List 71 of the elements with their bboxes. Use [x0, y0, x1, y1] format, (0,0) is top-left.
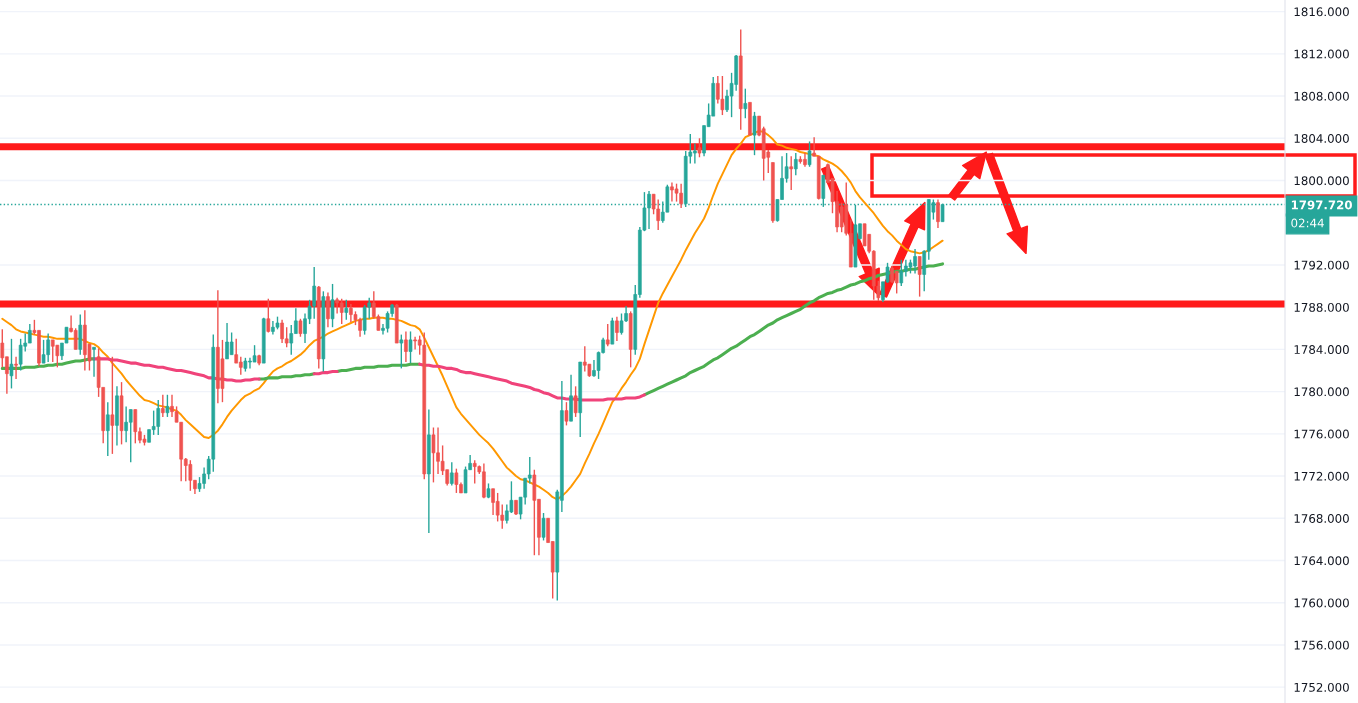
- candlestick: [229, 331, 234, 356]
- y-tick-label: 1764.000: [1294, 556, 1349, 566]
- candlestick: [92, 346, 96, 378]
- candlestick: [326, 291, 330, 328]
- y-tick-label: 1816.000: [1294, 7, 1349, 17]
- candlestick: [9, 338, 14, 390]
- candlestick: [917, 255, 922, 298]
- candlestick: [188, 459, 193, 492]
- candlestick: [339, 298, 344, 325]
- candlestick: [564, 401, 569, 427]
- candlestick: [284, 326, 289, 348]
- candlestick: [793, 152, 798, 176]
- y-tick-label: 1768.000: [1294, 514, 1349, 523]
- candlestick: [610, 317, 615, 345]
- candlestick: [500, 503, 505, 530]
- candlestick: [50, 339, 55, 363]
- candlestick: [454, 467, 459, 494]
- y-tick-label: 1760.000: [1294, 598, 1349, 608]
- candlestick: [936, 198, 940, 229]
- candlestick: [266, 298, 271, 334]
- candlestick: [697, 137, 702, 158]
- y-tick-label: 1776.000: [1294, 429, 1349, 439]
- candlestick: [105, 401, 110, 457]
- y-tick-label: 1780.000: [1294, 387, 1349, 397]
- y-tick-label: 1752.000: [1294, 682, 1349, 692]
- candlestick: [362, 304, 367, 336]
- candlestick: [899, 258, 904, 287]
- y-tick-label: 1792.000: [1294, 260, 1349, 270]
- candlestick: [720, 75, 725, 116]
- candlestick: [472, 459, 477, 485]
- y-tick-label: 1772.000: [1294, 471, 1349, 481]
- candlestick: [344, 299, 349, 321]
- candlestick: [18, 338, 23, 372]
- candlestick: [289, 324, 294, 356]
- candlestick: [431, 426, 436, 484]
- candlestick: [408, 330, 413, 364]
- candlestick: [110, 356, 115, 455]
- candlestick: [161, 394, 165, 418]
- candlestick: [133, 408, 138, 445]
- candlestick: [449, 461, 454, 487]
- candlestick: [573, 385, 578, 418]
- candlestick: [789, 155, 794, 191]
- candlestick: [404, 330, 408, 363]
- candlestick: [14, 356, 18, 380]
- candlestick: [541, 512, 546, 542]
- y-tick-label: 1804.000: [1294, 134, 1349, 143]
- candlestick: [839, 201, 844, 233]
- candlestick: [807, 140, 812, 168]
- candlestick: [743, 87, 748, 119]
- candlestick: [752, 111, 757, 156]
- y-tick-label: 1788.000: [1294, 302, 1349, 312]
- candlestick: [615, 315, 619, 342]
- candlestick: [619, 312, 624, 336]
- y-tick-label: 1812.000: [1294, 49, 1349, 59]
- y-tick-label: 1800.000: [1294, 176, 1349, 186]
- candlestick: [605, 323, 610, 347]
- candlestick: [73, 327, 78, 351]
- text: 02:44: [1291, 218, 1324, 228]
- y-tick-label: 1784.000: [1294, 345, 1349, 355]
- candlestick: [495, 492, 500, 523]
- candlestick: [330, 283, 335, 328]
- candlestick: [894, 270, 899, 295]
- candlestick: [156, 399, 161, 436]
- ref-line-label: 1797.720: [1291, 200, 1352, 210]
- y-tick-label: 1808.000: [1294, 91, 1349, 101]
- candlestick: [234, 338, 239, 364]
- y-tick-label: 1756.000: [1294, 640, 1349, 650]
- candlestick: [165, 394, 170, 418]
- candlestick: [399, 333, 404, 370]
- candlestick: [463, 465, 468, 494]
- candlestick: [128, 408, 133, 464]
